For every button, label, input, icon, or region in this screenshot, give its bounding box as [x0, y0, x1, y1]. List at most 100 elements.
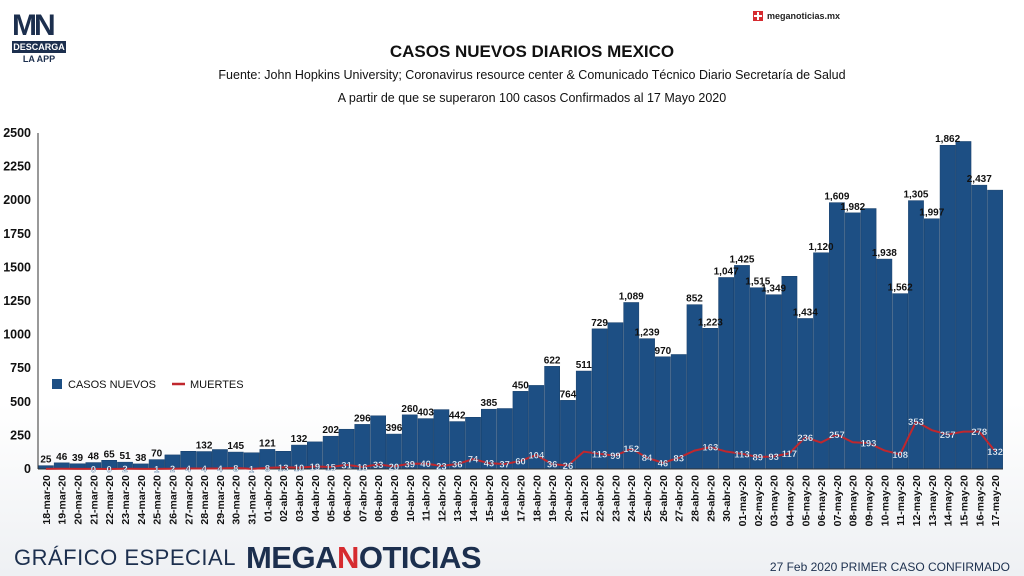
- deaths-data-label: 257: [940, 430, 956, 441]
- footer-brand-logo: MEGANOTICIAS: [246, 540, 482, 576]
- cases-bar: [655, 356, 671, 470]
- cases-bar: [607, 322, 624, 470]
- y-tick-label: 1500: [3, 260, 31, 274]
- cases-data-label: 1,562: [888, 283, 913, 294]
- deaths-data-label: 74: [468, 455, 479, 466]
- deaths-data-label: 353: [908, 417, 924, 428]
- cases-bar: [955, 141, 972, 470]
- deaths-data-label: 1: [249, 464, 255, 475]
- chart-source: Fuente: John Hopkins University; Coronav…: [218, 68, 846, 82]
- x-tick-label: 16-abr-20: [500, 475, 512, 522]
- x-tick-label: 20-abr-20: [563, 475, 575, 522]
- x-tick-label: 03-may-20: [769, 475, 781, 527]
- x-tick-label: 14-abr-20: [468, 475, 480, 522]
- x-tick-label: 17-abr-20: [516, 475, 528, 522]
- y-tick-label: 750: [10, 361, 31, 375]
- deaths-data-label: 152: [623, 444, 639, 455]
- x-tick-label: 19-abr-20: [547, 475, 559, 522]
- deaths-data-label: 16: [357, 462, 368, 473]
- deaths-data-label: 117: [782, 449, 797, 460]
- deaths-data-label: 23: [436, 461, 447, 472]
- deaths-data-label: 2: [170, 464, 175, 475]
- x-tick-label: 17-may-20: [990, 475, 1002, 527]
- cases-data-label: 1,425: [729, 254, 754, 265]
- cases-data-label: 1,515: [745, 277, 770, 288]
- deaths-data-label: 8: [233, 463, 238, 474]
- cases-bar: [987, 189, 1003, 470]
- deaths-data-label: 257: [829, 430, 845, 441]
- x-tick-label: 09-may-20: [864, 475, 876, 527]
- cases-data-label: 450: [512, 380, 529, 391]
- y-tick-label: 500: [10, 395, 31, 409]
- x-tick-label: 23-abr-20: [610, 475, 622, 522]
- cases-data-label: 260: [401, 404, 418, 415]
- x-tick-label: 08-abr-20: [373, 475, 385, 522]
- cases-data-label: 51: [119, 451, 131, 462]
- deaths-data-label: 93: [768, 452, 779, 463]
- deaths-line: [45, 420, 996, 471]
- x-tick-label: 29-abr-20: [705, 475, 717, 522]
- y-tick-label: 1750: [3, 227, 31, 241]
- deaths-data-label: 43: [484, 459, 495, 470]
- cases-data-label: 764: [560, 389, 577, 400]
- x-tick-label: 12-abr-20: [436, 475, 448, 522]
- deaths-data-label: 37: [499, 460, 510, 471]
- x-tick-label: 28-abr-20: [690, 475, 702, 522]
- x-tick-label: 22-abr-20: [595, 475, 607, 522]
- x-tick-label: 01-may-20: [737, 475, 749, 527]
- x-tick-label: 12-may-20: [911, 475, 923, 527]
- deaths-data-label: 15: [325, 462, 336, 473]
- meganoticias-app-logo: MN DESCARGA LA APP: [12, 11, 66, 64]
- x-tick-label: 25-abr-20: [642, 475, 654, 522]
- y-tick-label: 2250: [3, 160, 31, 174]
- cases-data-label: 1,239: [635, 328, 660, 339]
- x-tick-label: 04-may-20: [784, 475, 796, 527]
- x-tick-label: 07-abr-20: [357, 475, 369, 522]
- x-tick-label: 15-abr-20: [484, 475, 496, 522]
- x-tick-label: 18-mar-20: [41, 475, 53, 525]
- x-tick-label: 13-abr-20: [452, 475, 464, 522]
- footer-special-label: GRÁFICO ESPECIAL: [14, 545, 236, 570]
- deaths-data-label: 46: [658, 458, 669, 469]
- cases-bar: [560, 400, 576, 470]
- cases-data-label: 25: [40, 455, 52, 466]
- cases-data-label: 1,305: [903, 190, 928, 201]
- x-tick-label: 27-abr-20: [674, 475, 686, 522]
- cases-data-label: 396: [386, 423, 403, 434]
- x-tick-label: 23-mar-20: [120, 475, 132, 525]
- deaths-data-label: 4: [201, 464, 207, 475]
- x-tick-label: 06-abr-20: [341, 475, 353, 522]
- deaths-data-label: 31: [341, 460, 352, 471]
- cases-data-label: 442: [449, 411, 466, 422]
- cases-bar: [591, 328, 608, 470]
- deaths-data-label: 20: [389, 462, 400, 473]
- x-tick-label: 10-may-20: [879, 475, 891, 527]
- x-tick-label: 22-mar-20: [104, 475, 116, 525]
- cases-bar: [844, 212, 861, 470]
- deaths-data-label: 60: [515, 456, 526, 467]
- x-tick-label: 25-mar-20: [152, 475, 164, 525]
- x-tick-label: 19-mar-20: [57, 475, 69, 525]
- cases-data-label: 622: [544, 355, 561, 366]
- cases-bar: [781, 276, 798, 470]
- x-tick-label: 24-mar-20: [136, 475, 148, 525]
- x-tick-label: 16-may-20: [974, 475, 986, 527]
- cases-data-label: 2,437: [967, 174, 992, 185]
- y-tick-label: 2500: [3, 126, 31, 140]
- x-tick-label: 30-abr-20: [721, 475, 733, 522]
- deaths-data-label: 26: [563, 461, 574, 472]
- cases-data-label: 1,089: [619, 291, 644, 302]
- cases-data-label: 202: [322, 425, 339, 436]
- cases-data-label: 970: [655, 346, 672, 357]
- site-url: meganoticias.mx: [767, 11, 841, 21]
- footer-brand-part-b: N: [336, 540, 359, 575]
- x-tick-label: 29-mar-20: [215, 475, 227, 525]
- daily-cases-chart: 0250500750100012501500175020002250250025…: [3, 126, 1003, 527]
- cases-bar: [734, 265, 750, 470]
- deaths-data-label: 10: [294, 463, 305, 474]
- x-tick-label: 07-may-20: [832, 475, 844, 527]
- cases-bar: [686, 304, 703, 470]
- x-tick-label: 02-abr-20: [278, 475, 290, 522]
- cases-data-label: 1,120: [809, 242, 834, 253]
- deaths-data-label: 84: [642, 453, 653, 464]
